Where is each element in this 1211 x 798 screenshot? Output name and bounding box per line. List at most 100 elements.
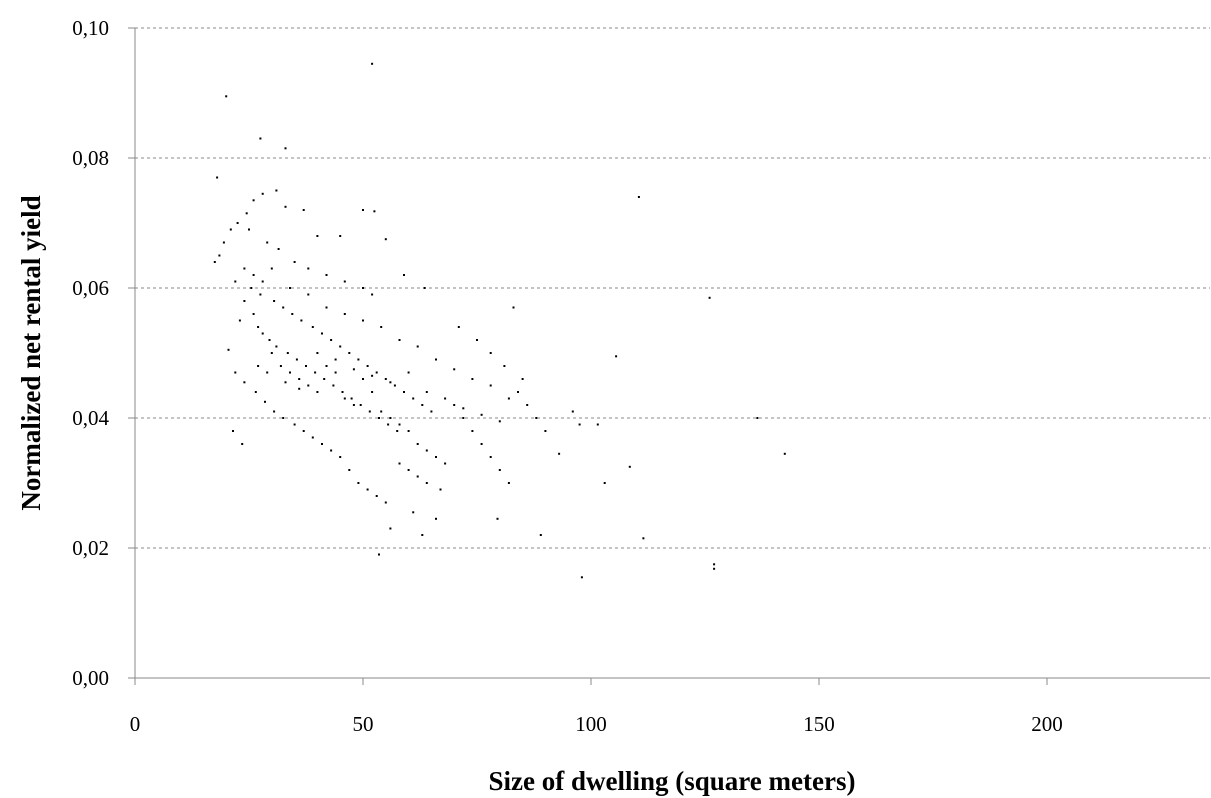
data-point bbox=[284, 381, 287, 384]
data-point bbox=[216, 176, 219, 179]
data-point bbox=[261, 192, 264, 195]
data-point bbox=[435, 456, 437, 458]
data-point bbox=[302, 209, 305, 211]
data-point bbox=[444, 462, 447, 465]
data-point bbox=[270, 352, 273, 354]
data-point bbox=[435, 517, 437, 520]
data-point bbox=[341, 391, 344, 393]
data-point bbox=[371, 293, 374, 296]
x-tick-label: 150 bbox=[803, 712, 835, 736]
data-point bbox=[362, 209, 364, 211]
data-point bbox=[236, 222, 239, 224]
data-point bbox=[357, 358, 360, 361]
data-point bbox=[407, 469, 410, 471]
x-axis-title: Size of dwelling (square meters) bbox=[489, 766, 856, 796]
data-point bbox=[421, 534, 424, 536]
data-point bbox=[489, 352, 492, 354]
data-point bbox=[248, 228, 250, 231]
data-point bbox=[298, 378, 301, 380]
data-point bbox=[286, 352, 289, 354]
data-point bbox=[243, 267, 246, 270]
data-point bbox=[257, 326, 260, 328]
data-point bbox=[371, 374, 374, 377]
data-point bbox=[334, 358, 337, 361]
x-axis-ticks: 0 50 100 150 200 bbox=[130, 678, 1063, 736]
data-point bbox=[234, 371, 237, 374]
y-axis-title: Normalized net rental yield bbox=[16, 195, 46, 510]
data-point bbox=[325, 306, 328, 309]
data-point bbox=[282, 417, 285, 419]
data-point bbox=[266, 371, 269, 374]
data-point bbox=[343, 280, 346, 283]
data-point bbox=[603, 482, 606, 484]
data-point bbox=[298, 387, 301, 390]
data-point bbox=[453, 368, 456, 371]
data-point bbox=[264, 400, 266, 403]
data-point bbox=[423, 287, 426, 289]
data-point bbox=[307, 384, 310, 387]
data-point bbox=[316, 391, 319, 393]
data-point bbox=[498, 469, 501, 471]
data-point bbox=[291, 313, 294, 315]
data-point bbox=[362, 319, 364, 322]
data-points bbox=[213, 62, 786, 579]
data-point bbox=[350, 397, 353, 400]
data-point bbox=[261, 280, 264, 283]
data-point bbox=[266, 241, 269, 244]
data-point bbox=[289, 371, 291, 374]
data-point bbox=[316, 235, 319, 237]
data-point bbox=[444, 397, 447, 400]
data-point bbox=[325, 274, 328, 276]
data-point bbox=[284, 147, 287, 150]
data-point bbox=[407, 430, 410, 432]
data-point bbox=[284, 205, 287, 208]
data-point bbox=[512, 306, 515, 309]
data-point bbox=[412, 511, 415, 514]
data-point bbox=[371, 62, 374, 65]
data-point bbox=[234, 280, 237, 283]
data-point bbox=[571, 410, 574, 413]
data-point bbox=[371, 391, 374, 393]
y-tick-label: 0,10 bbox=[72, 16, 109, 40]
data-point bbox=[362, 378, 364, 380]
data-point bbox=[339, 235, 342, 237]
data-point bbox=[218, 254, 221, 257]
data-point bbox=[544, 430, 547, 432]
data-point bbox=[243, 381, 246, 384]
data-point bbox=[783, 452, 786, 455]
data-point bbox=[252, 313, 255, 315]
data-point bbox=[282, 306, 285, 309]
data-point bbox=[476, 339, 478, 341]
data-point bbox=[295, 358, 298, 361]
data-point bbox=[227, 348, 230, 351]
data-point bbox=[380, 410, 383, 413]
y-tick-label: 0,04 bbox=[72, 406, 109, 430]
data-point bbox=[277, 248, 280, 250]
data-point bbox=[348, 469, 351, 471]
data-point bbox=[334, 371, 337, 374]
data-point bbox=[398, 339, 401, 341]
data-point bbox=[302, 430, 305, 432]
data-point bbox=[330, 449, 333, 452]
data-point bbox=[713, 563, 716, 566]
data-point bbox=[352, 368, 355, 371]
data-point bbox=[387, 423, 390, 426]
data-point bbox=[393, 384, 396, 387]
data-point bbox=[498, 420, 501, 423]
data-point bbox=[403, 274, 405, 276]
data-point bbox=[362, 287, 364, 289]
data-point bbox=[348, 352, 351, 354]
data-point bbox=[580, 576, 583, 579]
data-point bbox=[637, 196, 640, 198]
gridlines bbox=[135, 27, 1210, 549]
data-point bbox=[311, 436, 314, 439]
data-point bbox=[412, 397, 415, 400]
data-point bbox=[330, 339, 333, 341]
data-point bbox=[293, 423, 296, 426]
data-point bbox=[416, 345, 419, 348]
data-point bbox=[339, 345, 342, 348]
data-point bbox=[439, 488, 442, 491]
data-point bbox=[425, 449, 428, 452]
y-axis-ticks: 0,00 0,02 0,04 0,06 0,08 0,10 bbox=[72, 16, 135, 690]
data-point bbox=[535, 417, 538, 419]
